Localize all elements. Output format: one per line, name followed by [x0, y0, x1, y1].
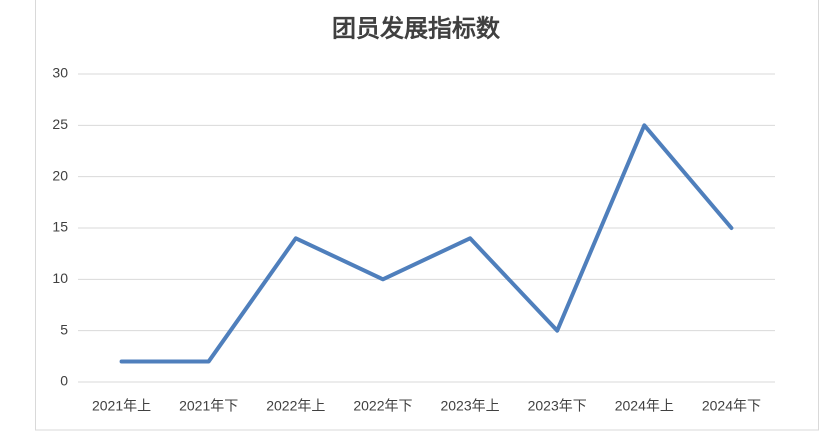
data-line [119, 123, 734, 364]
y-tick-label: 20 [52, 167, 68, 183]
x-tick-label: 2023年下 [528, 398, 587, 414]
x-tick-label: 2022年上 [266, 398, 325, 414]
y-tick-label: 0 [60, 373, 68, 389]
chart-border [35, 0, 819, 431]
y-tick-label: 30 [52, 65, 68, 81]
y-tick-label: 15 [52, 219, 68, 235]
y-tick-label: 10 [52, 270, 68, 286]
chart-title: 团员发展指标数 [332, 14, 501, 42]
y-tick-label: 5 [60, 321, 68, 337]
x-tick-label: 2021年上 [92, 398, 151, 414]
x-tick-label: 2022年下 [353, 398, 412, 414]
x-tick-label: 2023年上 [440, 398, 499, 414]
x-tick-label: 2024年下 [702, 398, 761, 414]
y-tick-label: 25 [52, 116, 68, 132]
x-tick-label: 2024年上 [615, 398, 674, 414]
x-tick-label: 2021年下 [179, 398, 238, 414]
